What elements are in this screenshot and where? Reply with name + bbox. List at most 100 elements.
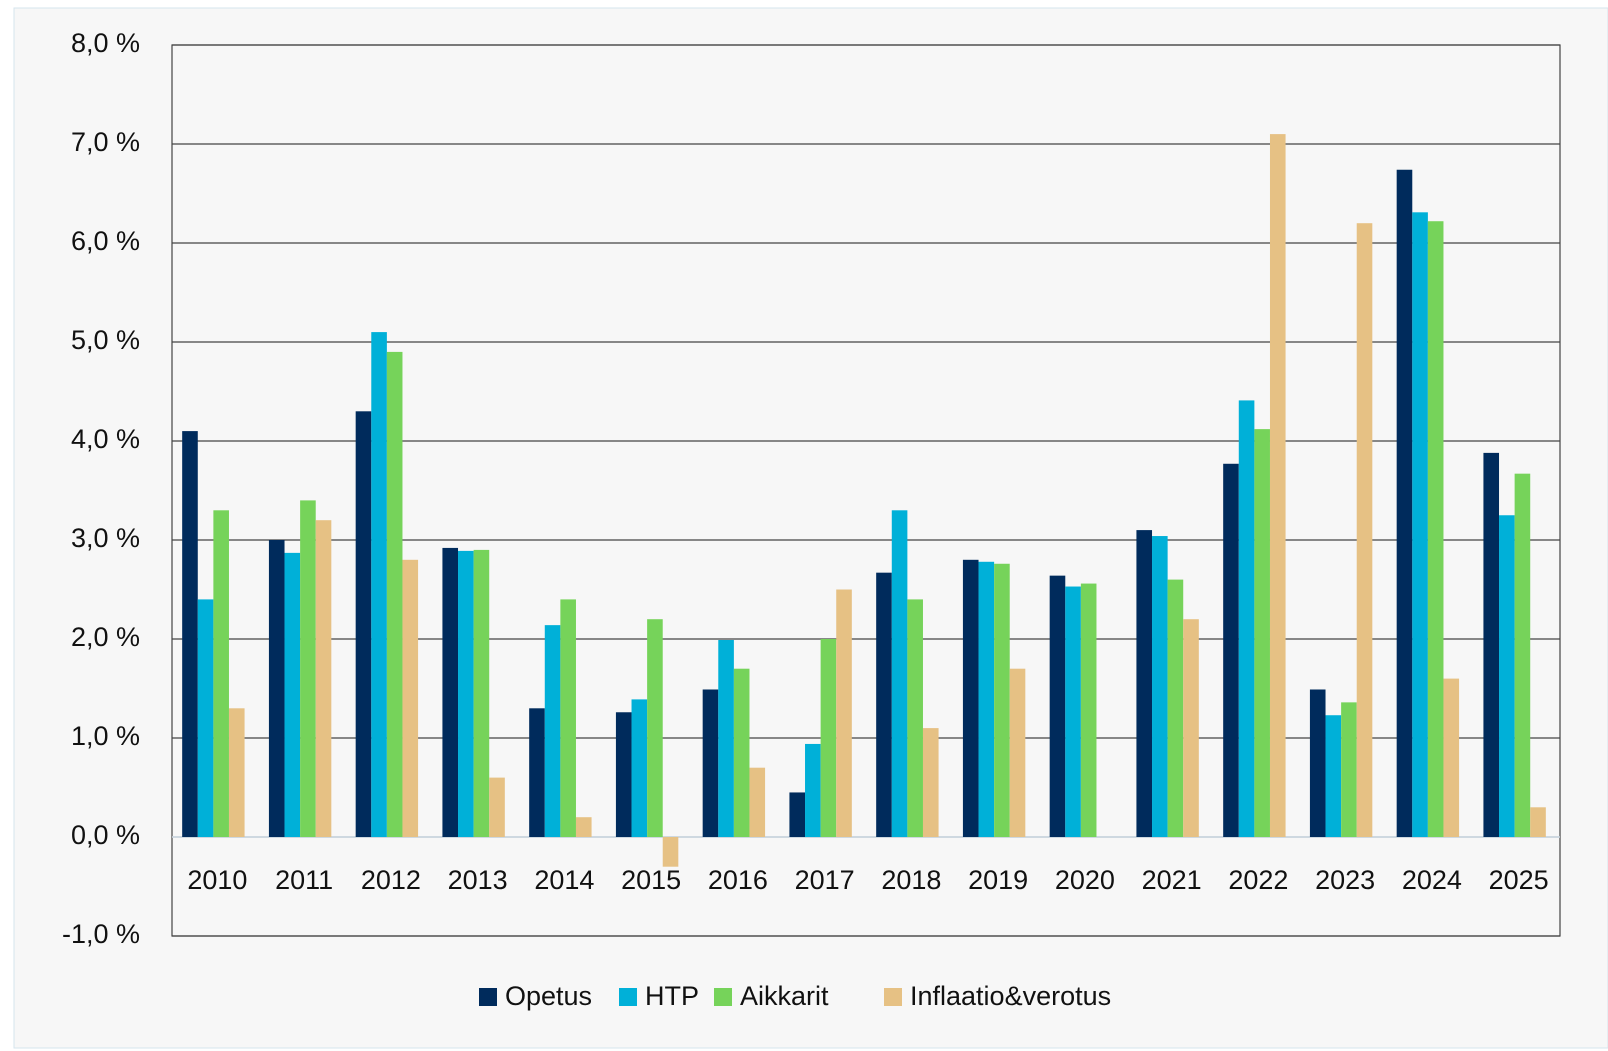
- bar: [442, 547, 459, 837]
- x-tick-label: 2013: [448, 865, 508, 895]
- bar: [1514, 473, 1531, 837]
- bar: [1152, 536, 1168, 837]
- bar: [922, 728, 939, 837]
- x-tick-label: 2019: [968, 865, 1028, 895]
- bar: [1223, 463, 1239, 837]
- x-tick-label: 2014: [534, 865, 594, 895]
- bar: [544, 625, 561, 837]
- chart-background: [13, 7, 1608, 1049]
- bar: [1530, 807, 1546, 837]
- x-tick-label: 2023: [1315, 865, 1375, 895]
- bar: [228, 708, 245, 837]
- x-tick-label: 2010: [187, 865, 247, 895]
- bar: [978, 561, 995, 837]
- y-tick-label: 7,0 %: [71, 127, 140, 157]
- bar: [702, 689, 719, 837]
- bar: [631, 699, 648, 837]
- bar: [1341, 702, 1357, 837]
- bar: [994, 563, 1010, 837]
- bar: [733, 668, 750, 837]
- bar: [962, 559, 979, 837]
- bar: [560, 599, 576, 837]
- y-tick-label: 2,0 %: [71, 622, 140, 652]
- y-tick-label: 1,0 %: [71, 721, 140, 751]
- bar: [268, 540, 285, 837]
- bar: [402, 559, 419, 837]
- y-tick-label: 0,0 %: [71, 820, 140, 850]
- bar: [371, 332, 387, 837]
- bar: [789, 792, 806, 837]
- bar: [1238, 400, 1255, 837]
- legend-label: Opetus: [505, 981, 592, 1011]
- bar: [615, 712, 632, 837]
- bar: [213, 510, 229, 837]
- legend-swatch: [619, 988, 637, 1006]
- legend-swatch: [884, 988, 902, 1006]
- bar: [284, 552, 301, 837]
- x-tick-label: 2020: [1055, 865, 1115, 895]
- bar: [197, 599, 214, 837]
- x-tick-label: 2015: [621, 865, 681, 895]
- bar: [662, 837, 679, 867]
- bar: [473, 549, 490, 837]
- x-tick-label: 2012: [361, 865, 421, 895]
- bar: [1412, 212, 1428, 837]
- bar: [1269, 134, 1286, 838]
- bar: [355, 411, 372, 837]
- bar: [300, 500, 316, 837]
- legend-label: HTP: [645, 981, 699, 1011]
- legend-swatch: [714, 988, 732, 1006]
- bar: [1009, 668, 1026, 837]
- bar: [1325, 715, 1342, 837]
- bar: [575, 817, 592, 837]
- bar: [876, 572, 892, 837]
- y-tick-label: -1,0 %: [62, 919, 140, 949]
- x-tick-label: 2025: [1489, 865, 1549, 895]
- bar: [489, 777, 505, 837]
- y-tick-label: 3,0 %: [71, 523, 140, 553]
- bar: [836, 589, 852, 837]
- x-tick-label: 2017: [795, 865, 855, 895]
- x-tick-label: 2021: [1142, 865, 1202, 895]
- bar: [1443, 678, 1460, 837]
- bar: [386, 351, 403, 837]
- x-tick-label: 2011: [275, 865, 333, 895]
- y-tick-label: 4,0 %: [71, 424, 140, 454]
- bar: [1183, 619, 1199, 837]
- bar: [820, 639, 837, 837]
- bar: [1080, 583, 1097, 837]
- bar: [529, 708, 545, 837]
- bar: [1136, 530, 1153, 837]
- bar: [1483, 452, 1500, 837]
- bar: [1065, 586, 1081, 837]
- bar: [1427, 221, 1444, 838]
- bar: [315, 520, 332, 837]
- y-tick-label: 8,0 %: [71, 28, 140, 58]
- bar: [1309, 689, 1326, 837]
- bar: [1049, 575, 1066, 837]
- y-tick-label: 5,0 %: [71, 325, 140, 355]
- x-tick-label: 2018: [881, 865, 941, 895]
- bar: [458, 550, 474, 837]
- bar: [805, 743, 821, 837]
- legend-swatch: [479, 988, 497, 1006]
- bar: [1396, 169, 1413, 838]
- bar: [718, 639, 734, 837]
- x-tick-label: 2016: [708, 865, 768, 895]
- bar: [1254, 429, 1270, 837]
- bar: [1356, 223, 1373, 837]
- bar: [749, 767, 766, 837]
- bar: [1499, 515, 1515, 837]
- bar: [1167, 579, 1184, 837]
- legend-label: Aikkarit: [740, 981, 829, 1011]
- x-tick-label: 2022: [1228, 865, 1288, 895]
- y-tick-label: 6,0 %: [71, 226, 140, 256]
- plot-frame: [171, 44, 1561, 937]
- bar: [647, 619, 663, 837]
- bar: [907, 599, 923, 837]
- legend-label: Inflaatio&verotus: [910, 981, 1111, 1011]
- bar: [891, 510, 908, 837]
- x-tick-label: 2024: [1402, 865, 1462, 895]
- bar: [182, 431, 198, 837]
